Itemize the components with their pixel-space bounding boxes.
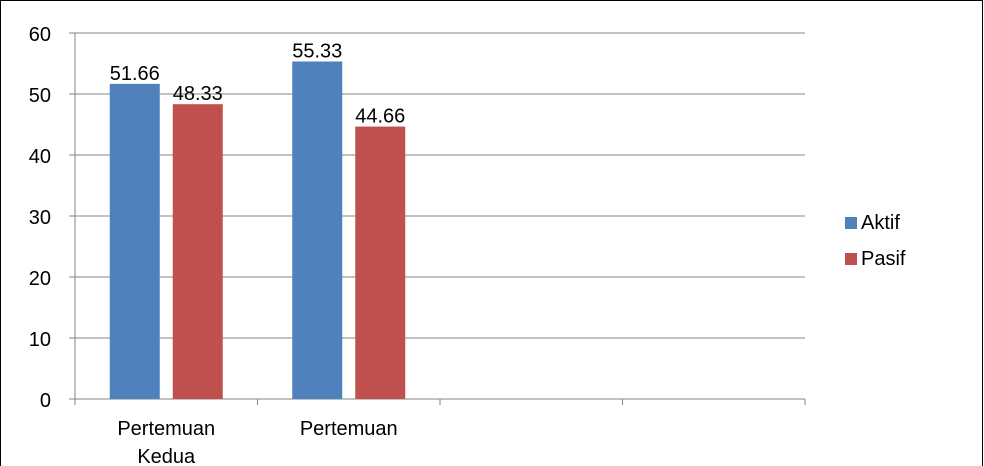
bar-aktif-1: [292, 61, 343, 399]
y-tick-label-30: 30: [29, 207, 51, 229]
y-tick-label-40: 40: [29, 146, 51, 168]
data-label-aktif-0: 51.66: [110, 63, 160, 85]
x-category-label-1-0: Pertemuan: [300, 418, 398, 440]
legend-item-pasif: Pasif: [839, 247, 959, 265]
data-label-aktif-1: 55.33: [292, 40, 342, 62]
y-tick-label-10: 10: [29, 329, 51, 351]
y-tick-label-60: 60: [29, 24, 51, 46]
chart-legend: Aktif Pasif: [839, 211, 959, 273]
legend-swatch-aktif: [845, 217, 857, 229]
data-label-pasif-0: 48.33: [173, 83, 223, 105]
data-label-pasif-1: 44.66: [355, 106, 405, 128]
legend-swatch-pasif: [845, 253, 857, 265]
x-category-label-0-1: Kedua: [137, 446, 196, 466]
legend-item-aktif: Aktif: [839, 211, 959, 235]
legend-label-pasif: Pasif: [861, 248, 906, 265]
bar-aktif-0: [109, 83, 160, 400]
bar-pasif-0: [172, 104, 223, 399]
y-tick-label-50: 50: [29, 85, 51, 107]
x-category-label-0-0: Pertemuan: [117, 418, 215, 440]
legend-label-aktif: Aktif: [861, 212, 900, 234]
y-tick-label-20: 20: [29, 268, 51, 290]
bar-pasif-1: [355, 126, 406, 399]
y-tick-label-0: 0: [40, 390, 51, 412]
